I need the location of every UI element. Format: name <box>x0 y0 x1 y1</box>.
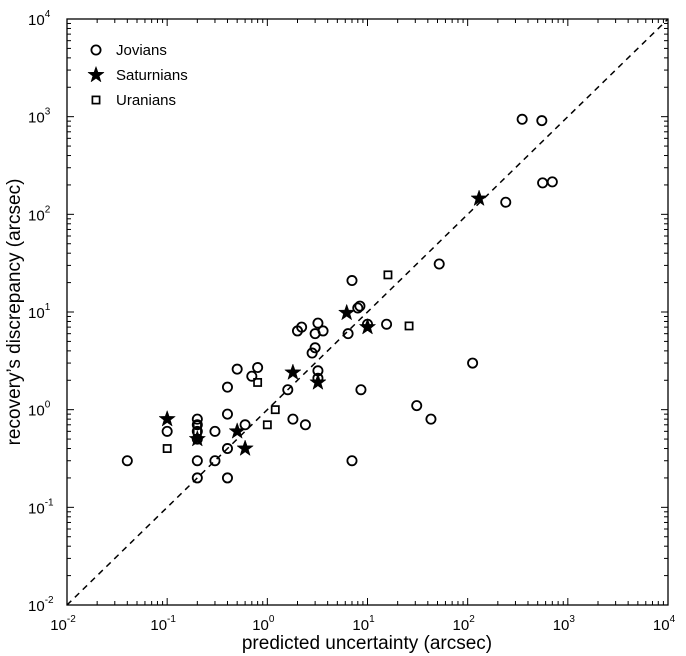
jovians-point <box>161 425 173 437</box>
x-tick-label: 10-1 <box>150 614 176 634</box>
uranians-legend-label: Uranians <box>116 92 176 109</box>
jovians-point <box>246 370 258 382</box>
saturnians-point <box>337 303 356 321</box>
saturnians-point <box>236 439 254 457</box>
axis-ticks <box>66 18 669 606</box>
jovians-point <box>342 328 354 340</box>
jovians-point <box>546 176 558 188</box>
y-tick-label: 104 <box>28 9 51 29</box>
saturnians-point <box>188 429 207 447</box>
jovians-point <box>221 381 233 393</box>
jovians-point <box>191 455 203 467</box>
saturnians-point <box>358 317 377 335</box>
y-axis-label: recovery’s discrepancy (arcsec) <box>4 179 25 446</box>
jovians-point <box>381 318 393 330</box>
y-tick-label: 10-1 <box>28 497 54 517</box>
jovians-point <box>209 425 221 437</box>
x-axis-label: predicted uncertainty (arcsec) <box>242 633 492 654</box>
saturnians-point <box>284 363 302 381</box>
uranians-point <box>383 270 393 280</box>
jovians-point <box>221 408 233 420</box>
jovians-point <box>317 325 329 337</box>
jovians-point <box>467 357 479 369</box>
jovians-point <box>346 455 358 467</box>
y-tick-labels: 10-2 10-1 100 101 102 103 104 <box>28 9 54 615</box>
y-tick-label: 102 <box>28 204 51 224</box>
jovians-legend-marker <box>90 44 102 56</box>
jovians-point <box>231 363 243 375</box>
legend: Jovians Saturnians Uranians <box>87 42 188 109</box>
jovians-point <box>282 384 294 396</box>
jovians-point <box>346 275 358 287</box>
jovians-point <box>355 384 367 396</box>
x-tick-label: 101 <box>352 614 375 634</box>
saturnians-point <box>158 409 176 427</box>
y-tick-label: 10-2 <box>28 595 54 615</box>
y-tick-label: 100 <box>28 400 51 420</box>
jovians-point <box>312 317 324 329</box>
jovians-point <box>354 300 366 312</box>
reference-line-group <box>66 18 669 606</box>
jovians-point <box>121 455 133 467</box>
jovians-point <box>425 413 437 425</box>
jovians-point <box>191 419 203 431</box>
x-tick-labels: 10-2 10-1 100 101 102 103 104 <box>50 614 675 634</box>
uranians-point <box>192 420 202 430</box>
x-tick-label: 10-2 <box>50 614 76 634</box>
jovians-point <box>299 419 311 431</box>
jovians-point <box>191 472 203 484</box>
jovians-point <box>209 455 221 467</box>
jovians-point <box>352 302 364 314</box>
jovians-point <box>411 400 423 412</box>
uranians-point <box>253 377 263 387</box>
jovians-point <box>221 472 233 484</box>
reference-line-y-equals-x <box>66 18 669 606</box>
x-tick-label: 100 <box>252 614 275 634</box>
saturnians-point <box>470 189 488 207</box>
jovians-point <box>433 258 445 270</box>
x-tick-label: 103 <box>553 614 576 634</box>
jovians-point <box>500 196 512 208</box>
data-points <box>121 113 558 484</box>
jovians-point <box>309 342 321 354</box>
jovians-point <box>536 115 548 127</box>
jovians-point <box>239 419 251 431</box>
jovians-point <box>252 362 264 374</box>
saturnians-legend-label: Saturnians <box>116 67 188 84</box>
jovians-point <box>516 113 528 125</box>
jovians-point <box>221 443 233 455</box>
uranians-legend-marker <box>91 95 101 105</box>
saturnians-point <box>228 422 246 439</box>
x-tick-label: 104 <box>653 614 676 634</box>
y-tick-label: 103 <box>28 107 51 127</box>
jovians-legend-label: Jovians <box>116 42 167 59</box>
saturnians-legend-marker <box>87 65 105 83</box>
uranians-point <box>270 405 280 415</box>
jovians-point <box>287 413 299 425</box>
jovians-point <box>296 321 308 333</box>
uranians-point <box>404 321 414 331</box>
uranians-point <box>162 444 172 453</box>
jovians-point <box>191 413 203 425</box>
saturnians-point <box>309 373 327 390</box>
x-tick-label: 102 <box>453 614 476 634</box>
uranians-point <box>262 420 272 430</box>
y-tick-label: 101 <box>28 302 51 322</box>
